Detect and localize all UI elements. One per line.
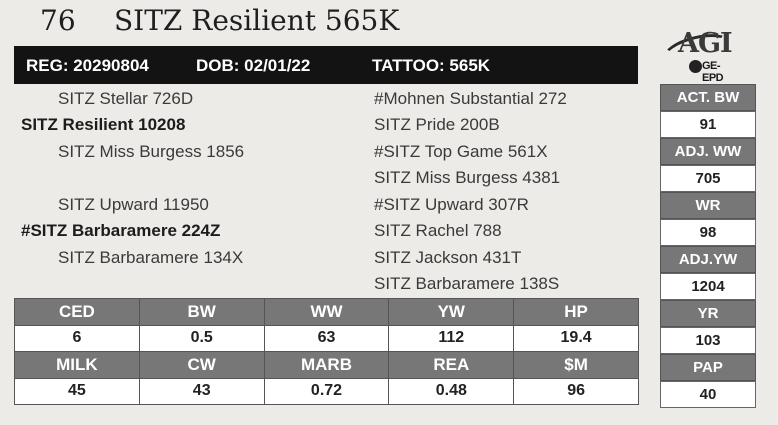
epd-value-dollar-m: 96 bbox=[513, 377, 639, 405]
epd-value-hp: 19.4 bbox=[513, 324, 639, 352]
epd-header-bw: BW bbox=[138, 298, 265, 326]
pedigree-dam: #SITZ Barbaramere 224Z bbox=[21, 221, 221, 240]
pedigree-sire-sire: SITZ Stellar 726D bbox=[58, 89, 194, 108]
epd-value-milk: 45 bbox=[14, 377, 140, 405]
epd-header-rea: REA bbox=[388, 351, 515, 379]
stat-value-adj-yw: 1204 bbox=[660, 272, 756, 300]
performance-stats-column: ACT. BW 91 ADJ. WW 705 WR 98 ADJ.YW 1204… bbox=[660, 84, 756, 408]
pedigree-right-item: SITZ Rachel 788 bbox=[374, 221, 502, 240]
epd-header-marb: MARB bbox=[263, 351, 390, 379]
pedigree-right-item: SITZ Jackson 431T bbox=[374, 248, 522, 267]
logo-ball-icon bbox=[689, 60, 702, 73]
animal-title: 76 SITZ Resilient 565K bbox=[40, 4, 399, 37]
stat-value-yr: 103 bbox=[660, 326, 756, 354]
stat-value-adj-ww: 705 bbox=[660, 164, 756, 192]
logo-text: AGI bbox=[678, 28, 733, 59]
date-of-birth: DOB: 02/01/22 bbox=[196, 56, 311, 75]
epd-value-ced: 6 bbox=[14, 324, 140, 352]
epd-header-yw: YW bbox=[388, 298, 515, 326]
logo-subtext: GE-EPD bbox=[702, 60, 724, 84]
animal-name: SITZ Resilient 565K bbox=[114, 4, 400, 37]
epd-value-row: 6 0.5 63 112 19.4 bbox=[14, 324, 639, 352]
epd-value-yw: 112 bbox=[388, 324, 515, 352]
epd-value-rea: 0.48 bbox=[388, 377, 515, 405]
tattoo: TATTOO: 565K bbox=[372, 56, 491, 75]
stat-value-wr: 98 bbox=[660, 218, 756, 246]
epd-value-row: 45 43 0.72 0.48 96 bbox=[14, 377, 639, 405]
stat-value-pap: 40 bbox=[660, 380, 756, 408]
registration-bar: REG: 20290804 DOB: 02/01/22 TATTOO: 565K bbox=[14, 46, 638, 84]
epd-header-milk: MILK bbox=[14, 351, 140, 379]
stat-label-act-bw: ACT. BW bbox=[660, 84, 756, 111]
epd-table: CED BW WW YW HP 6 0.5 63 112 19.4 MILK C… bbox=[14, 298, 639, 405]
lot-number: 76 bbox=[40, 4, 76, 37]
stat-label-pap: PAP bbox=[660, 353, 756, 381]
agi-logo: AGI GE-EPD bbox=[659, 27, 740, 84]
reg-number: REG: 20290804 bbox=[26, 56, 149, 75]
epd-value-marb: 0.72 bbox=[263, 377, 390, 405]
stat-label-adj-yw: ADJ.YW bbox=[660, 245, 756, 273]
pedigree-right-item: #Mohnen Substantial 272 bbox=[374, 89, 567, 108]
epd-header-row: CED BW WW YW HP bbox=[14, 298, 639, 326]
epd-value-cw: 43 bbox=[138, 377, 265, 405]
pedigree-right-item: SITZ Miss Burgess 4381 bbox=[374, 168, 561, 187]
epd-header-row: MILK CW MARB REA $M bbox=[14, 351, 639, 379]
pedigree-sire: SITZ Resilient 10208 bbox=[21, 115, 186, 134]
epd-header-cw: CW bbox=[138, 351, 265, 379]
pedigree-right-item: SITZ Pride 200B bbox=[374, 115, 500, 134]
pedigree-sire-dam: SITZ Miss Burgess 1856 bbox=[58, 142, 245, 161]
pedigree-right-item: #SITZ Upward 307R bbox=[374, 195, 529, 214]
epd-header-ced: CED bbox=[14, 298, 140, 326]
pedigree-dam-dam: SITZ Barbaramere 134X bbox=[58, 248, 244, 267]
stat-label-adj-ww: ADJ. WW bbox=[660, 137, 756, 165]
pedigree-right-item: SITZ Barbaramere 138S bbox=[374, 274, 560, 293]
epd-header-ww: WW bbox=[263, 298, 390, 326]
stat-label-wr: WR bbox=[660, 191, 756, 219]
stat-value-act-bw: 91 bbox=[660, 110, 756, 138]
epd-header-dollar-m: $M bbox=[513, 351, 639, 379]
epd-value-bw: 0.5 bbox=[138, 324, 265, 352]
stat-label-yr: YR bbox=[660, 299, 756, 327]
pedigree-dam-sire: SITZ Upward 11950 bbox=[58, 195, 209, 214]
pedigree-right-item: #SITZ Top Game 561X bbox=[374, 142, 548, 161]
epd-header-hp: HP bbox=[513, 298, 639, 326]
epd-value-ww: 63 bbox=[263, 324, 390, 352]
